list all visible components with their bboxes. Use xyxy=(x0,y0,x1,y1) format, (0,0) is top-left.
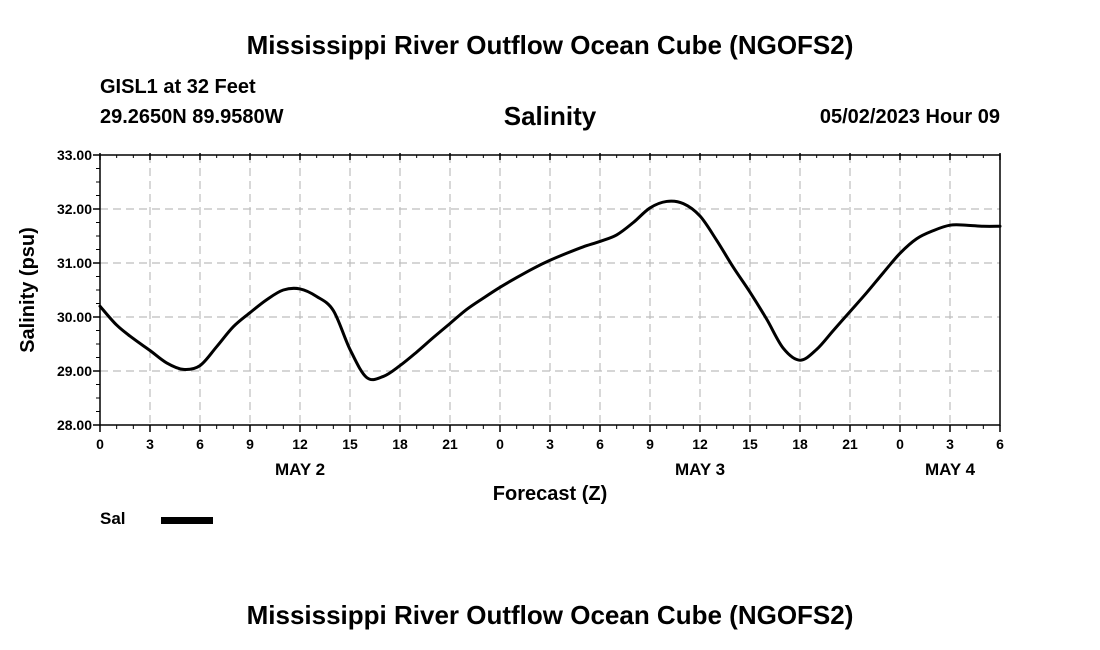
x-tick-label: 21 xyxy=(442,436,458,452)
y-tick-label: 31.00 xyxy=(57,255,92,271)
x-tick-label: 3 xyxy=(946,436,954,452)
x-tick-label: 15 xyxy=(342,436,358,452)
x-tick-label: 9 xyxy=(646,436,654,452)
x-tick-label: 18 xyxy=(792,436,808,452)
forecast-datetime: 05/02/2023 Hour 09 xyxy=(819,106,1000,128)
legend-swatch xyxy=(161,517,213,524)
x-tick-label: 6 xyxy=(996,436,1004,452)
footer-title: Mississippi River Outflow Ocean Cube (NG… xyxy=(246,600,854,630)
parameter-title: Salinity xyxy=(503,101,597,131)
x-tick-label: 0 xyxy=(896,436,904,452)
x-tick-label: 0 xyxy=(496,436,504,452)
x-tick-label: 6 xyxy=(596,436,604,452)
x-tick-label: 9 xyxy=(246,436,254,452)
chart-title: Mississippi River Outflow Ocean Cube (NG… xyxy=(246,30,854,60)
x-tick-label: 21 xyxy=(842,436,858,452)
station-coordinates: 29.2650N 89.9580W xyxy=(100,106,284,128)
x-tick-label: 18 xyxy=(392,436,408,452)
x-tick-label: 12 xyxy=(292,436,308,452)
series-line-sal xyxy=(98,199,1002,382)
day-label: MAY 2 xyxy=(275,460,325,479)
y-tick-label: 32.00 xyxy=(57,201,92,217)
x-tick-label: 3 xyxy=(546,436,554,452)
x-tick-label: 6 xyxy=(196,436,204,452)
y-axis-title: Salinity (psu) xyxy=(17,227,39,353)
x-tick-label: 0 xyxy=(96,436,104,452)
day-label: MAY 4 xyxy=(925,460,976,479)
day-label: MAY 3 xyxy=(675,460,725,479)
station-name: GISL1 at 32 Feet xyxy=(100,76,256,98)
x-axis-title: Forecast (Z) xyxy=(493,483,607,505)
y-tick-label: 33.00 xyxy=(57,147,92,163)
x-tick-label: 3 xyxy=(146,436,154,452)
y-tick-label: 29.00 xyxy=(57,363,92,379)
x-tick-label: 12 xyxy=(692,436,708,452)
y-tick-label: 28.00 xyxy=(57,417,92,433)
x-tick-label: 15 xyxy=(742,436,758,452)
y-tick-label: 30.00 xyxy=(57,309,92,325)
legend-label: Sal xyxy=(100,509,126,528)
